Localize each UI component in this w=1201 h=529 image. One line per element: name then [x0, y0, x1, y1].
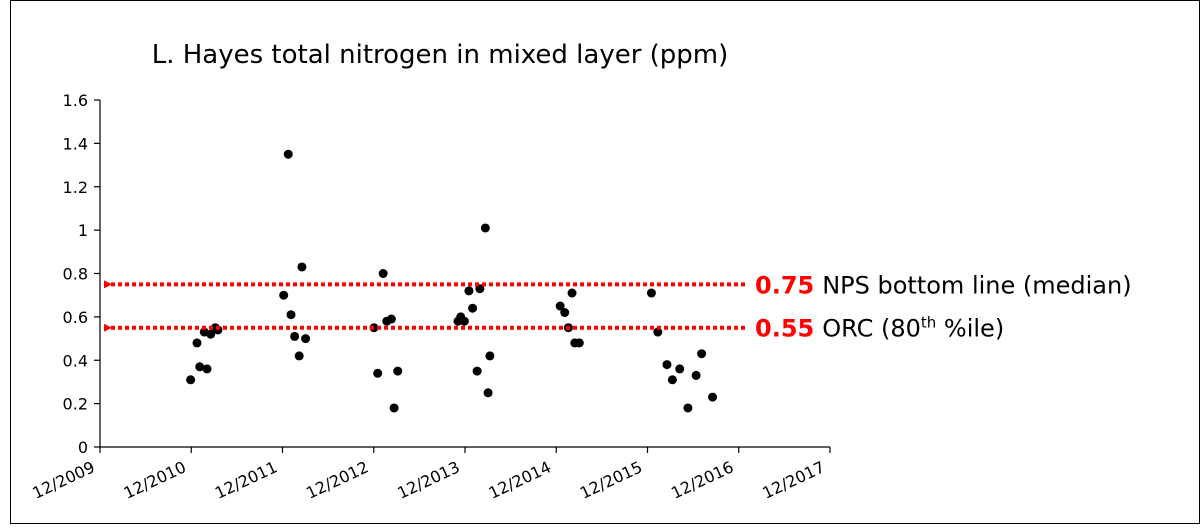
reference-label: 0.55 ORC (80th %ile) — [755, 314, 1004, 343]
data-point — [393, 366, 403, 376]
data-point — [708, 392, 718, 402]
x-tick-label: 12/2009 — [29, 457, 97, 502]
data-point — [472, 366, 482, 376]
data-point — [567, 288, 577, 298]
data-point — [459, 316, 469, 326]
data-point — [297, 262, 307, 272]
x-tick-label: 12/2011 — [212, 457, 280, 502]
x-tick-label: 12/2017 — [759, 457, 827, 502]
data-point — [301, 334, 311, 344]
data-point — [683, 403, 693, 413]
y-tick-label: 0.6 — [63, 308, 88, 327]
y-tick-label: 0 — [78, 438, 88, 457]
y-tick-label: 0.4 — [63, 351, 88, 370]
y-tick-label: 1 — [78, 221, 88, 240]
chart-title: L. Hayes total nitrogen in mixed layer (… — [152, 40, 729, 70]
y-tick-label: 0.8 — [63, 265, 88, 284]
data-point — [192, 338, 202, 348]
data-point — [555, 301, 565, 311]
data-point — [646, 288, 656, 298]
reference-text: ORC (80 — [822, 315, 921, 343]
y-tick-label: 1.4 — [63, 134, 88, 153]
data-point — [667, 375, 677, 385]
data-point — [286, 310, 296, 320]
data-point — [483, 388, 493, 398]
frame — [10, 0, 1200, 524]
data-point — [560, 308, 570, 318]
y-tick-label: 1.2 — [63, 178, 88, 197]
data-point — [468, 303, 478, 313]
reference-text: %ile) — [936, 315, 1004, 343]
data-point — [653, 327, 663, 337]
reference-label: 0.75 NPS bottom line (median) — [755, 271, 1132, 299]
data-point — [378, 269, 388, 278]
data-point — [464, 286, 474, 296]
data-point — [373, 368, 383, 378]
data-point — [389, 403, 399, 413]
reference-value: 0.55 — [755, 315, 814, 343]
x-tick-label: 12/2012 — [303, 457, 371, 502]
data-point — [283, 149, 293, 159]
x-tick-label: 12/2013 — [394, 457, 462, 502]
y-tick-label: 0.2 — [63, 395, 88, 414]
data-point — [662, 360, 672, 370]
data-point — [574, 338, 584, 348]
x-tick-label: 12/2015 — [577, 457, 645, 502]
reference-text: NPS bottom line (median) — [822, 271, 1131, 299]
data-point — [213, 325, 223, 335]
data-point — [202, 364, 212, 374]
data-point — [186, 375, 196, 385]
data-point — [290, 331, 300, 341]
data-point — [485, 351, 495, 361]
data-point — [475, 284, 485, 294]
x-tick-label: 12/2010 — [121, 457, 189, 502]
y-tick-label: 1.6 — [63, 91, 88, 110]
data-point — [369, 323, 379, 333]
data-point — [675, 364, 685, 374]
reference-value: 0.75 — [755, 271, 814, 299]
data-point — [697, 349, 707, 359]
data-point — [480, 223, 490, 233]
reference-text: th — [921, 314, 936, 332]
data-point — [206, 329, 216, 339]
data-point — [386, 314, 396, 324]
data-point — [294, 351, 304, 361]
data-point — [195, 362, 205, 372]
x-tick-label: 12/2014 — [486, 457, 554, 502]
data-point — [691, 370, 701, 380]
x-tick-label: 12/2016 — [668, 457, 736, 502]
data-point — [279, 290, 289, 300]
